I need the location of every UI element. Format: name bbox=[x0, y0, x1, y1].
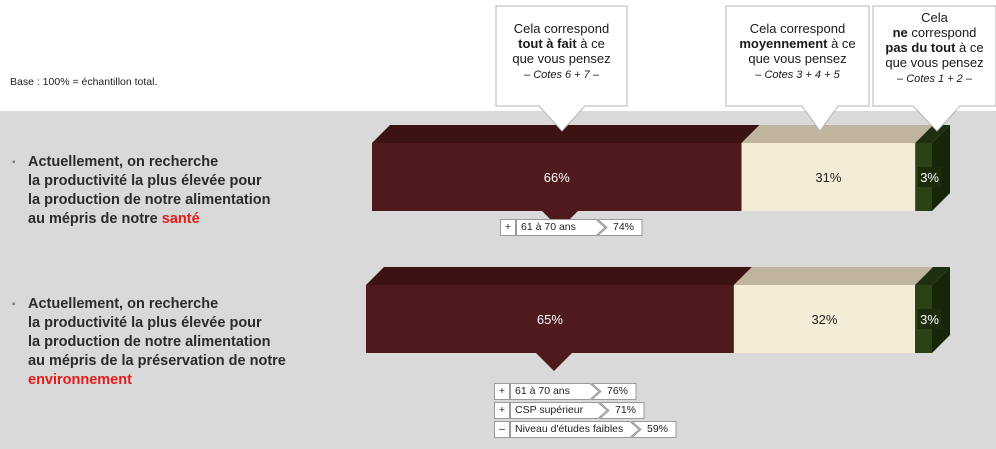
callout-2-cotes: – Cotes 3 + 4 + 5 bbox=[755, 69, 840, 81]
bar-0-0 bbox=[372, 143, 742, 211]
subgroup-label-shape bbox=[510, 402, 608, 419]
subgroup-sign: – bbox=[494, 421, 510, 438]
callout-tout-a-fait: Cela correspond tout à fait à ce que vou… bbox=[496, 21, 627, 83]
bar-label-0-2: 3% bbox=[920, 170, 939, 185]
callout-3-cotes: – Cotes 1 + 2 – bbox=[897, 73, 972, 85]
callout-2-bold: moyennement bbox=[739, 36, 828, 51]
bar-label-0-0: 66% bbox=[544, 170, 570, 185]
question-2-line-2: la productivité la plus élevée pour bbox=[28, 315, 262, 331]
question-2-line-1: Actuellement, on recherche bbox=[28, 296, 219, 312]
subgroup-label-shape bbox=[516, 219, 606, 236]
subgroup-sign: + bbox=[494, 383, 510, 400]
subgroup-value: 74% bbox=[613, 221, 635, 233]
callout-1-shape bbox=[495, 5, 628, 132]
callout-1-line-2: à ce bbox=[576, 36, 605, 51]
question-1-line-4: au mépris de notre bbox=[28, 211, 162, 227]
question-1-line-1: Actuellement, on recherche bbox=[28, 154, 219, 170]
question-1-line-3: la production de notre alimentation bbox=[28, 192, 271, 208]
callout-2-line-1: Cela correspond bbox=[749, 21, 846, 36]
callout-moyennement: Cela correspond moyennement à ce que vou… bbox=[726, 21, 869, 83]
question-2-highlight: environnement bbox=[28, 372, 132, 388]
bar-top-0-1 bbox=[741, 125, 934, 143]
bar-label-1-1: 32% bbox=[811, 312, 837, 327]
question-2-line-4: au mépris de la préservation de notre bbox=[28, 353, 286, 369]
subgroup-value-shape bbox=[590, 383, 637, 400]
question-2: ▪ Actuellement, on recherche la producti… bbox=[12, 295, 286, 390]
question-1: ▪ Actuellement, on recherche la producti… bbox=[12, 153, 271, 229]
bar-top-1-0 bbox=[366, 267, 752, 285]
subgroup-value-shape bbox=[596, 219, 643, 236]
bar-0-1 bbox=[741, 143, 916, 211]
callout-3-line-0: Cela bbox=[921, 10, 948, 25]
subgroup-value-shape bbox=[630, 421, 677, 438]
callout-1-line-3: que vous pensez bbox=[512, 51, 611, 66]
callout-3-line-2: à ce bbox=[955, 40, 984, 55]
callout-3-pre: ne bbox=[892, 25, 908, 40]
subgroup-value: 76% bbox=[607, 385, 629, 397]
subgroup-label: 61 à 70 ans bbox=[521, 221, 576, 233]
bar-label-bg-0-2 bbox=[917, 167, 942, 187]
callout-3-line-3: que vous pensez bbox=[885, 55, 984, 70]
callout-pas-du-tout: Cela ne correspond pas du tout à ce que … bbox=[873, 10, 996, 87]
bar-top-1-1 bbox=[733, 267, 934, 285]
subgroup-label: CSP supérieur bbox=[515, 404, 584, 416]
subgroup-label-shape bbox=[510, 383, 600, 400]
callout-3-shape bbox=[872, 5, 996, 132]
subgroup-shape bbox=[510, 402, 645, 419]
subgroup-shape bbox=[516, 219, 643, 236]
subgroup-value-shape bbox=[598, 402, 645, 419]
bullet-icon: ▪ bbox=[12, 157, 16, 168]
subgroup-label: Niveau d'études faibles bbox=[515, 423, 624, 435]
callout-1-cotes: – Cotes 6 + 7 – bbox=[524, 69, 599, 81]
subgroup-value: 71% bbox=[615, 404, 637, 416]
bar-label-bg-1-2 bbox=[917, 309, 942, 329]
subgroup-sign: + bbox=[494, 402, 510, 419]
bar-top-1-2 bbox=[915, 267, 950, 285]
subgroup-label: 61 à 70 ans bbox=[515, 385, 570, 397]
callout-1-bold: tout à fait bbox=[518, 36, 577, 51]
question-1-highlight: santé bbox=[161, 211, 200, 227]
bar-label-1-2: 3% bbox=[920, 312, 939, 327]
bar-1-1 bbox=[733, 285, 916, 353]
callout-3-bold: pas du tout bbox=[885, 40, 956, 55]
bar-label-0-1: 31% bbox=[815, 170, 841, 185]
bar-label-1-0: 65% bbox=[537, 312, 563, 327]
bar-top-0-2 bbox=[915, 125, 950, 143]
callout-3-pre-suffix: correspond bbox=[907, 25, 977, 40]
subgroup-value: 59% bbox=[647, 423, 669, 435]
bar-1-0 bbox=[366, 285, 734, 353]
bullet-icon: ▪ bbox=[12, 299, 16, 310]
question-2-line-3: la production de notre alimentation bbox=[28, 334, 271, 350]
question-1-line-2: la productivité la plus élevée pour bbox=[28, 173, 262, 189]
callout-2-line-3: que vous pensez bbox=[748, 51, 847, 66]
subgroup-sign: + bbox=[500, 219, 516, 236]
callout-1-line-1: Cela correspond bbox=[513, 21, 610, 36]
subgroup-arrow-icon-1 bbox=[536, 353, 572, 371]
subgroup-shape bbox=[510, 421, 677, 438]
base-note: Base : 100% = échantillon total. bbox=[10, 76, 158, 88]
subgroup-label-shape bbox=[510, 421, 640, 438]
callout-2-line-2: à ce bbox=[827, 36, 856, 51]
callout-2-shape bbox=[725, 5, 870, 132]
bar-top-0-0 bbox=[372, 125, 760, 143]
subgroup-shape bbox=[510, 383, 637, 400]
